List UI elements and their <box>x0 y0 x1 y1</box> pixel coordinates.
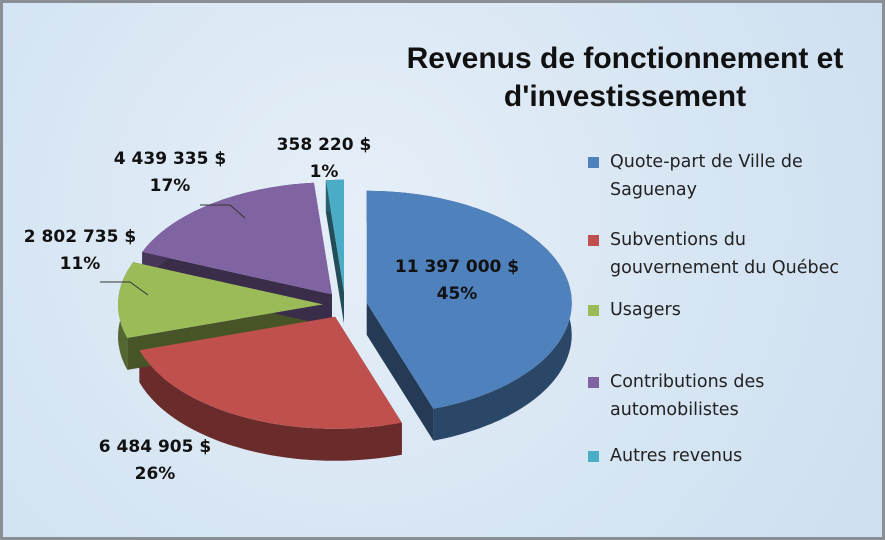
slice-radial-side <box>366 302 434 441</box>
legend-item: Subventions du gouvernement du Québec <box>588 226 878 282</box>
legend-label: Subventions du gouvernement du Québec <box>610 230 839 278</box>
legend-item: Autres revenus <box>588 442 878 470</box>
legend-swatch <box>588 305 599 316</box>
slice <box>366 190 572 409</box>
data-label: 6 484 905 $ <box>99 437 211 457</box>
legend-swatch <box>588 235 599 246</box>
percent-label: 1% <box>310 162 339 182</box>
legend-swatch <box>588 377 599 388</box>
data-label: 11 397 000 $ <box>395 257 519 277</box>
data-label: 358 220 $ <box>277 135 372 155</box>
data-label: 2 802 735 $ <box>24 227 136 247</box>
slice <box>142 182 332 295</box>
legend-swatch <box>588 157 599 168</box>
percent-label: 26% <box>135 464 176 484</box>
legend-swatch <box>588 451 599 462</box>
percent-label: 17% <box>150 176 191 196</box>
slice <box>325 179 344 292</box>
leader-line <box>200 204 246 219</box>
legend-label: Quote-part de Ville de Saguenay <box>610 152 803 200</box>
legend-label: Usagers <box>610 300 681 320</box>
slice-outer-side <box>139 350 402 461</box>
slice <box>118 262 323 338</box>
legend-label: Autres revenus <box>610 446 743 466</box>
slice <box>139 316 402 429</box>
data-label: 4 439 335 $ <box>114 149 226 169</box>
percent-label: 11% <box>60 254 101 274</box>
legend-item: Usagers <box>588 296 878 324</box>
leader-line <box>100 281 149 296</box>
slice-radial-side <box>325 180 344 324</box>
percent-label: 45% <box>437 284 478 304</box>
legend-item: Contributions des automobilistes <box>588 368 878 424</box>
legend-item: Quote-part de Ville de Saguenay <box>588 148 878 204</box>
chart-title: Revenus de fonctionnement et d'investiss… <box>406 42 844 113</box>
legend-label: Contributions des automobilistes <box>610 372 765 420</box>
